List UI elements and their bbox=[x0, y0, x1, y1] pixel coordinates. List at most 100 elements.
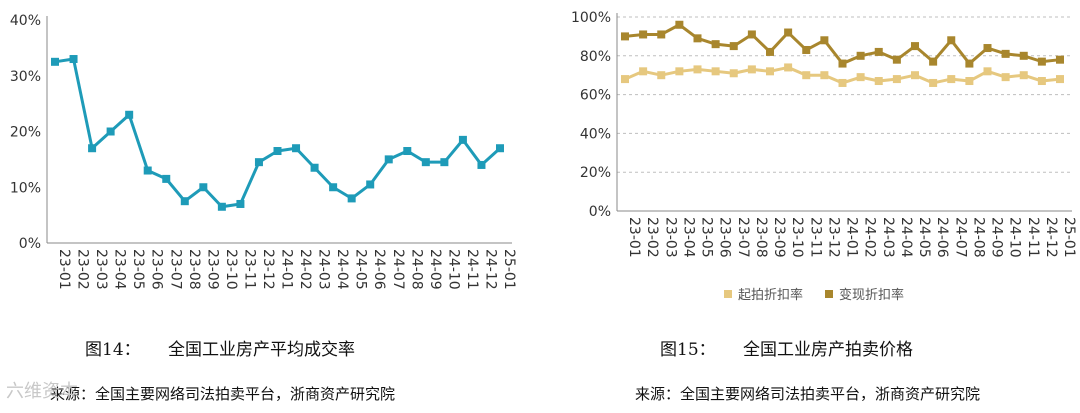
data-point bbox=[838, 59, 847, 68]
data-point bbox=[1037, 57, 1046, 66]
x-tick-label: 23-09 bbox=[204, 249, 220, 290]
x-tick-label: 24-03 bbox=[316, 249, 332, 290]
x-tick-label: 23-04 bbox=[112, 249, 128, 290]
data-point bbox=[729, 42, 738, 51]
data-point bbox=[496, 144, 504, 153]
data-point bbox=[693, 65, 702, 74]
y-tick-label: 10% bbox=[10, 180, 41, 196]
x-tick-label: 23-06 bbox=[149, 249, 165, 290]
x-tick-label: 23-03 bbox=[662, 217, 678, 258]
data-point bbox=[125, 110, 134, 119]
figure-number: 图15： bbox=[660, 340, 716, 360]
data-point bbox=[983, 44, 992, 53]
source-note: 来源：全国主要网络司法拍卖平台，浙商资产研究院 bbox=[50, 385, 396, 403]
x-tick-label: 23-12 bbox=[825, 217, 841, 258]
x-tick-label: 23-12 bbox=[260, 249, 276, 290]
x-tick-label: 23-11 bbox=[241, 249, 257, 290]
y-tick-label: 40% bbox=[580, 126, 611, 142]
x-tick-label: 23-07 bbox=[167, 249, 183, 290]
data-point bbox=[310, 163, 319, 172]
x-tick-label: 24-09 bbox=[427, 249, 443, 290]
chart-legend: 起拍折扣率 变现折扣率 bbox=[724, 284, 926, 303]
legend-swatch bbox=[724, 289, 732, 298]
data-point bbox=[1001, 73, 1010, 82]
data-point bbox=[1037, 77, 1046, 86]
legend-item-realization-discount: 变现折扣率 bbox=[825, 284, 904, 303]
x-tick-label: 23-09 bbox=[771, 217, 787, 258]
legend-label: 变现折扣率 bbox=[839, 288, 905, 303]
data-point bbox=[477, 160, 486, 169]
x-tick-label: 24-04 bbox=[334, 249, 350, 290]
data-point bbox=[766, 47, 774, 56]
x-tick-label: 24-05 bbox=[353, 249, 369, 290]
data-point bbox=[947, 36, 956, 45]
x-tick-label: 23-10 bbox=[223, 249, 239, 290]
x-tick-label: 24-04 bbox=[898, 217, 914, 258]
x-tick-label: 24-12 bbox=[1043, 217, 1059, 258]
x-tick-label: 24-08 bbox=[970, 217, 986, 258]
x-tick-label: 23-01 bbox=[626, 217, 642, 258]
legend-swatch bbox=[825, 289, 834, 298]
x-tick-label: 24-08 bbox=[408, 249, 424, 290]
data-point bbox=[657, 71, 666, 80]
data-point bbox=[711, 40, 720, 49]
x-tick-label: 24-02 bbox=[297, 249, 313, 290]
legend-label: 起拍折扣率 bbox=[738, 288, 804, 303]
data-point bbox=[711, 67, 720, 76]
x-tick-label: 24-07 bbox=[390, 249, 406, 290]
figure-15-caption: 图15： 全国工业房产拍卖价格 bbox=[660, 335, 913, 360]
x-tick-label: 24-09 bbox=[989, 217, 1005, 258]
data-point bbox=[440, 158, 449, 167]
x-tick-label: 23-03 bbox=[93, 249, 109, 290]
x-tick-label: 24-06 bbox=[371, 249, 387, 290]
x-tick-label: 25-01 bbox=[1061, 217, 1077, 258]
chart-auction-price: 0%20%40%60%80%100%23-01 23-02 23-03 23-04 23… bbox=[571, 10, 1077, 258]
data-point bbox=[766, 67, 774, 76]
series-line-1 bbox=[54, 57, 502, 209]
data-point bbox=[820, 36, 829, 45]
data-point bbox=[106, 127, 115, 136]
x-tick-label: 24-03 bbox=[880, 217, 896, 258]
x-tick-label: 23-01 bbox=[56, 249, 72, 290]
y-tick-label: 30% bbox=[10, 69, 41, 85]
data-point bbox=[675, 67, 684, 76]
data-point bbox=[217, 202, 226, 211]
x-tick-label: 25-01 bbox=[501, 249, 517, 290]
x-tick-label: 24-01 bbox=[279, 249, 295, 290]
x-tick-label: 23-06 bbox=[717, 217, 733, 258]
x-tick-label: 23-05 bbox=[130, 249, 146, 290]
series-line-2 bbox=[624, 23, 1061, 66]
data-point bbox=[69, 55, 78, 64]
data-point bbox=[1019, 51, 1028, 60]
x-tick-label: 23-02 bbox=[75, 249, 91, 290]
data-point bbox=[1019, 71, 1028, 80]
data-point bbox=[856, 51, 865, 60]
data-point bbox=[51, 57, 59, 66]
data-point bbox=[784, 63, 793, 72]
x-tick-label: 23-08 bbox=[753, 217, 769, 258]
x-tick-label: 23-02 bbox=[644, 217, 660, 258]
data-point bbox=[856, 73, 865, 82]
data-point bbox=[1056, 75, 1064, 84]
data-point bbox=[747, 30, 756, 39]
data-point bbox=[273, 147, 282, 156]
data-point bbox=[892, 75, 901, 84]
data-point bbox=[199, 183, 208, 192]
chart-panel-auction-price: 0% 20% 40% 60% 80% 100% 23-01 23-02 23-03 23-04 23… bbox=[540, 0, 1080, 413]
x-tick-label: 24-06 bbox=[934, 217, 950, 258]
data-point bbox=[329, 183, 338, 192]
y-tick-label: 60% bbox=[580, 88, 611, 104]
x-tick-label: 24-01 bbox=[844, 217, 860, 258]
x-tick-label: 23-04 bbox=[680, 217, 696, 258]
data-point bbox=[929, 78, 938, 87]
data-point bbox=[784, 28, 793, 37]
x-tick-label: 23-07 bbox=[735, 217, 751, 258]
data-point bbox=[639, 67, 648, 76]
x-tick-label: 24-10 bbox=[1007, 217, 1023, 258]
y-tick-label: 0% bbox=[19, 236, 41, 252]
data-point bbox=[929, 57, 938, 66]
legend-item-starting-discount: 起拍折扣率 bbox=[724, 284, 803, 303]
data-point bbox=[180, 197, 189, 206]
data-point bbox=[236, 199, 245, 208]
data-point bbox=[874, 47, 883, 56]
